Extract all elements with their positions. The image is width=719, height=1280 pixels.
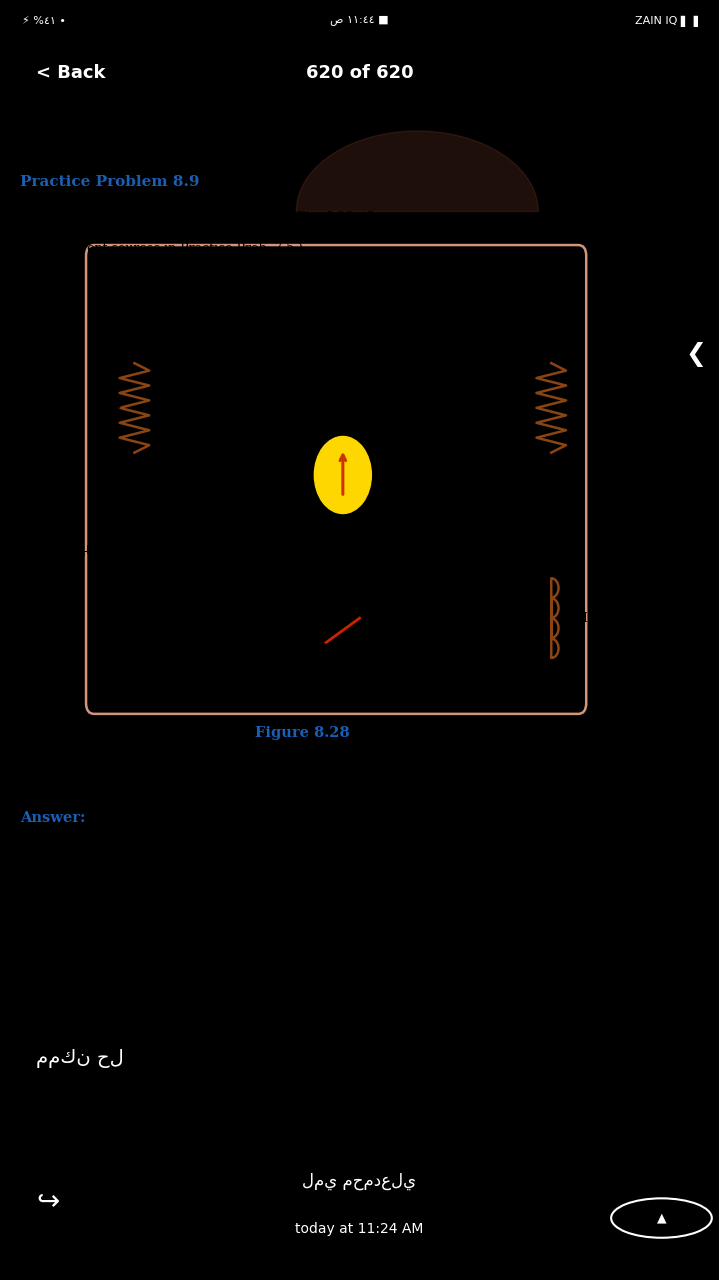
Text: ممكن حل: ممكن حل	[36, 1050, 124, 1068]
Text: ZAIN IQ ▌▐: ZAIN IQ ▌▐	[635, 15, 697, 27]
Text: today at 11:24 AM: today at 11:24 AM	[296, 1222, 423, 1236]
Text: Determine v and i for t > 0 in the circuit of Fig. 8.28. (See comments: Determine v and i for t > 0 in the circu…	[20, 211, 458, 224]
Text: ص ١١:٤٤ ■: ص ١١:٤٤ ■	[330, 17, 389, 26]
Text: 3 A: 3 A	[267, 468, 289, 481]
Text: t = 0: t = 0	[367, 625, 396, 637]
Text: 2 H: 2 H	[564, 612, 587, 625]
Circle shape	[313, 435, 373, 516]
Text: v: v	[168, 544, 175, 558]
Text: Figure 8.28: Figure 8.28	[255, 726, 350, 740]
Text: ▲: ▲	[656, 1212, 667, 1225]
Text: HW13/: HW13/	[20, 140, 78, 154]
Text: 4Ω: 4Ω	[564, 402, 583, 415]
Text: +: +	[161, 526, 170, 536]
Text: Answer:: Answer:	[20, 810, 86, 824]
Text: −: −	[161, 566, 170, 576]
Text: ❮: ❮	[685, 342, 706, 366]
Text: $12(1 - e^{-5t})$ V, $3(1 - e^{-5t})$ A.: $12(1 - e^{-5t})$ V, $3(1 - e^{-5t})$ A.	[114, 810, 323, 831]
Text: For Practice Prob. 8.9.: For Practice Prob. 8.9.	[255, 762, 399, 774]
Text: Practice Problem 8.9: Practice Problem 8.9	[20, 175, 200, 189]
Text: 10 Ω: 10 Ω	[91, 402, 121, 415]
Text: about current sources in Practice Prob. 7.5.): about current sources in Practice Prob. …	[20, 242, 303, 256]
Text: $\frac{1}{20}$F: $\frac{1}{20}$F	[74, 540, 94, 562]
Text: لمي محمدعلي: لمي محمدعلي	[303, 1172, 416, 1190]
Text: i: i	[564, 517, 569, 531]
Text: 620 of 620: 620 of 620	[306, 64, 413, 82]
Text: ⚡ %٤١ •: ⚡ %٤١ •	[22, 17, 65, 26]
Text: < Back: < Back	[36, 64, 106, 82]
Text: ↪: ↪	[36, 1187, 59, 1215]
